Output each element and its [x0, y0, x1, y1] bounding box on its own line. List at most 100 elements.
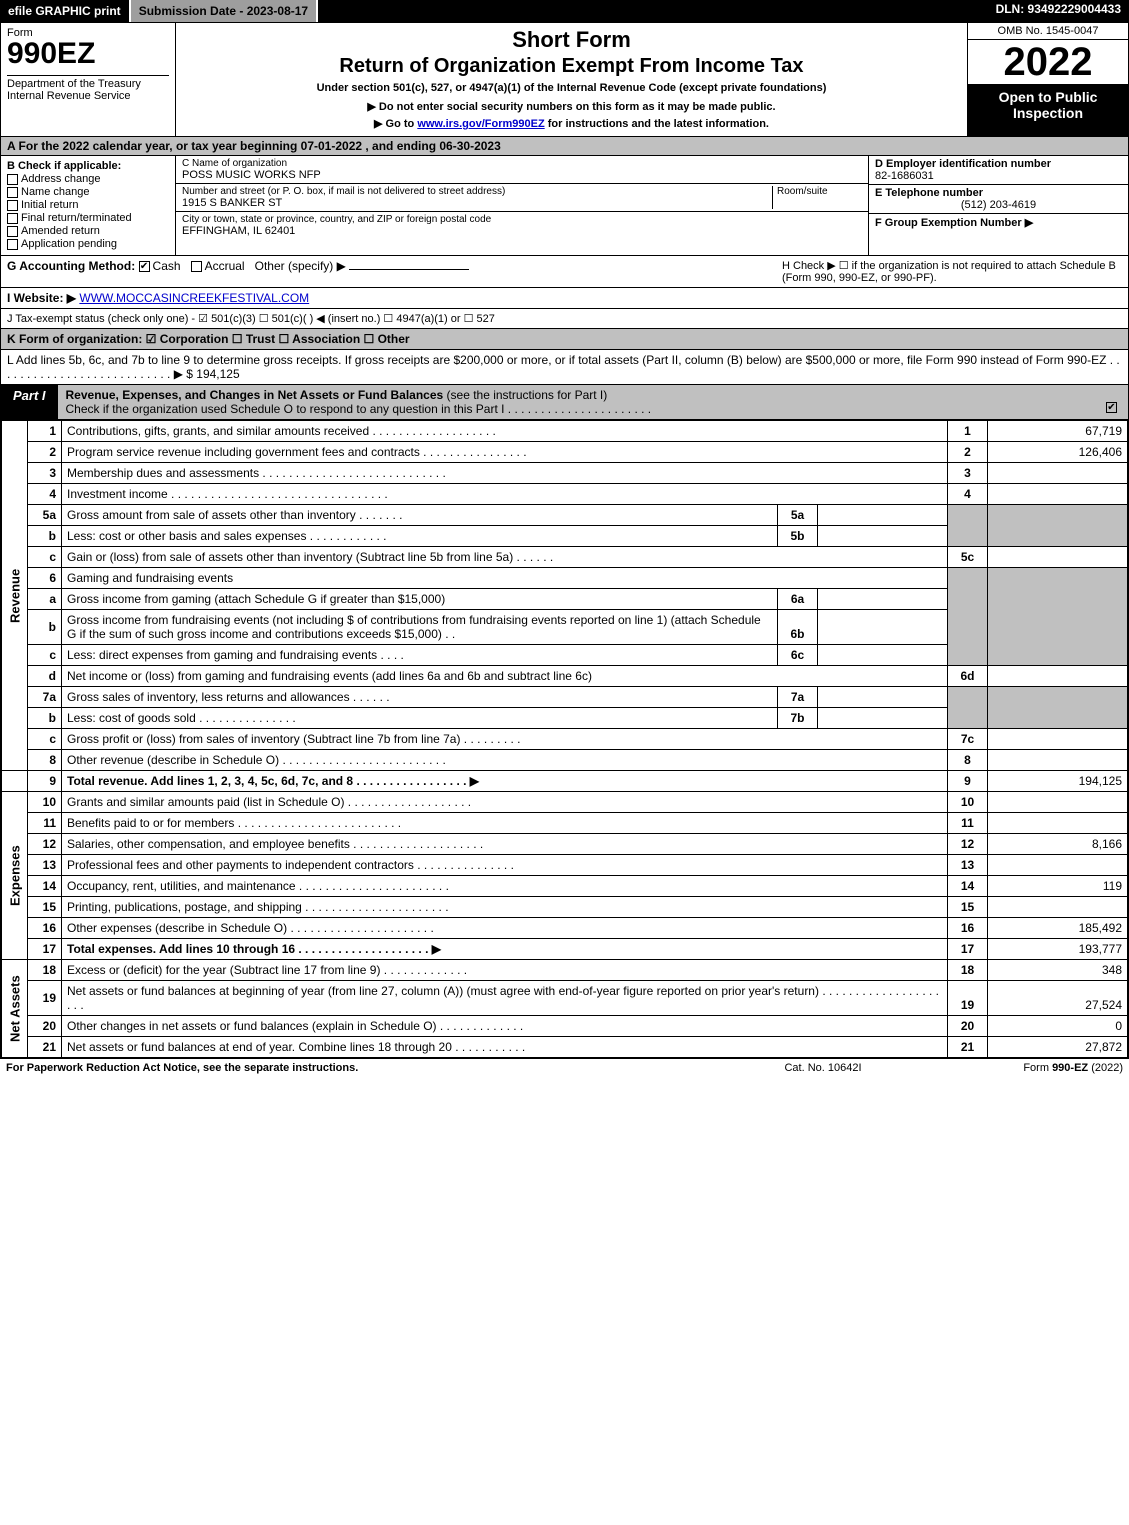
desc-17: Total expenses. Add lines 10 through 16 … — [62, 939, 948, 960]
subv-6b — [818, 610, 948, 645]
part1-tag: Part I — [1, 385, 58, 419]
form-number: 990EZ — [7, 39, 169, 69]
opt-name-change[interactable]: Name change — [7, 186, 169, 198]
desc-4: Investment income . . . . . . . . . . . … — [62, 484, 948, 505]
ln-9: 9 — [28, 771, 62, 792]
ln-2: 2 — [28, 442, 62, 463]
footer-left: For Paperwork Reduction Act Notice, see … — [6, 1062, 723, 1074]
amt-19: 27,524 — [988, 981, 1128, 1016]
num-20: 20 — [948, 1016, 988, 1037]
section-bcdef: B Check if applicable: Address change Na… — [1, 156, 1128, 256]
num-12: 12 — [948, 834, 988, 855]
irs-link[interactable]: www.irs.gov/Form990EZ — [417, 118, 544, 130]
desc-14: Occupancy, rent, utilities, and maintena… — [62, 876, 948, 897]
desc-1: Contributions, gifts, grants, and simila… — [62, 421, 948, 442]
g-accrual: Accrual — [205, 259, 245, 273]
subtitle-goto: ▶ Go to www.irs.gov/Form990EZ for instru… — [184, 117, 959, 130]
g-cash: Cash — [153, 259, 181, 273]
city-value: EFFINGHAM, IL 62401 — [182, 225, 862, 237]
amt-5c — [988, 547, 1128, 568]
opt-amended-return[interactable]: Amended return — [7, 225, 169, 237]
num-6d: 6d — [948, 666, 988, 687]
website-value[interactable]: WWW.MOCCASINCREEKFESTIVAL.COM — [79, 291, 309, 305]
opt-application-pending[interactable]: Application pending — [7, 238, 169, 250]
gray-6 — [948, 568, 988, 666]
desc-7a: Gross sales of inventory, less returns a… — [62, 687, 778, 708]
desc-7c: Gross profit or (loss) from sales of inv… — [62, 729, 948, 750]
ln-7c: c — [28, 729, 62, 750]
desc-7b: Less: cost of goods sold . . . . . . . .… — [62, 708, 778, 729]
num-8: 8 — [948, 750, 988, 771]
line-g-h: G Accounting Method: Cash Accrual Other … — [1, 256, 1128, 288]
ln-10: 10 — [28, 792, 62, 813]
num-16: 16 — [948, 918, 988, 939]
opt-address-change[interactable]: Address change — [7, 173, 169, 185]
line-l-val: 194,125 — [196, 367, 239, 381]
ln-21: 21 — [28, 1037, 62, 1058]
amt-11 — [988, 813, 1128, 834]
c-name-row: C Name of organization POSS MUSIC WORKS … — [176, 156, 868, 184]
page-footer: For Paperwork Reduction Act Notice, see … — [0, 1059, 1129, 1077]
desc-9: Total revenue. Add lines 1, 2, 3, 4, 5c,… — [62, 771, 948, 792]
part1-table: Revenue 1 Contributions, gifts, grants, … — [1, 420, 1128, 1058]
netassets-side-label: Net Assets — [2, 960, 28, 1058]
line-j: J Tax-exempt status (check only one) - ☑… — [1, 309, 1128, 329]
sub-6a: 6a — [778, 589, 818, 610]
amt-20: 0 — [988, 1016, 1128, 1037]
c-city-row: City or town, state or province, country… — [176, 212, 868, 239]
opt-final-return[interactable]: Final return/terminated — [7, 212, 169, 224]
num-9: 9 — [948, 771, 988, 792]
footer-right: Form 990-EZ (2022) — [923, 1062, 1123, 1074]
efile-print-label[interactable]: efile GRAPHIC print — [0, 0, 131, 22]
ln-6a: a — [28, 589, 62, 610]
ln-16: 16 — [28, 918, 62, 939]
num-1: 1 — [948, 421, 988, 442]
amt-17: 193,777 — [988, 939, 1128, 960]
sub-7a: 7a — [778, 687, 818, 708]
room-suite-label: Room/suite — [772, 186, 862, 209]
line-i: I Website: ▶ WWW.MOCCASINCREEKFESTIVAL.C… — [1, 288, 1128, 309]
desc-16: Other expenses (describe in Schedule O) … — [62, 918, 948, 939]
amt-18: 348 — [988, 960, 1128, 981]
g-cash-check[interactable] — [139, 261, 150, 272]
subv-5b — [818, 526, 948, 547]
gray-amt-7 — [988, 687, 1128, 729]
return-title: Return of Organization Exempt From Incom… — [184, 55, 959, 78]
desc-6d: Net income or (loss) from gaming and fun… — [62, 666, 948, 687]
ln-3: 3 — [28, 463, 62, 484]
desc-3: Membership dues and assessments . . . . … — [62, 463, 948, 484]
g-accrual-check[interactable] — [191, 261, 202, 272]
street-value: 1915 S BANKER ST — [182, 197, 772, 209]
num-19: 19 — [948, 981, 988, 1016]
line-a: A For the 2022 calendar year, or tax yea… — [1, 137, 1128, 156]
amt-21: 27,872 — [988, 1037, 1128, 1058]
ln-14: 14 — [28, 876, 62, 897]
sub-5a: 5a — [778, 505, 818, 526]
ln-5a: 5a — [28, 505, 62, 526]
line-l-text: L Add lines 5b, 6c, and 7b to line 9 to … — [7, 353, 1120, 381]
omb-number: OMB No. 1545-0047 — [968, 23, 1128, 40]
part1-title: Revenue, Expenses, and Changes in Net As… — [58, 385, 1128, 419]
part1-title-bold: Revenue, Expenses, and Changes in Net As… — [66, 388, 444, 402]
box-e: E Telephone number (512) 203-4619 — [869, 185, 1128, 214]
dept-label: Department of the Treasury Internal Reve… — [7, 75, 169, 102]
subv-6a — [818, 589, 948, 610]
g-label: G Accounting Method: — [7, 259, 135, 273]
line-h: H Check ▶ ☐ if the organization is not r… — [782, 259, 1122, 284]
box-d: D Employer identification number 82-1686… — [869, 156, 1128, 185]
ln-19: 19 — [28, 981, 62, 1016]
opt-initial-return[interactable]: Initial return — [7, 199, 169, 211]
desc-2: Program service revenue including govern… — [62, 442, 948, 463]
num-15: 15 — [948, 897, 988, 918]
amt-3 — [988, 463, 1128, 484]
topbar-spacer — [318, 0, 987, 22]
form-header: Form 990EZ Department of the Treasury In… — [1, 23, 1128, 137]
ln-8: 8 — [28, 750, 62, 771]
header-left: Form 990EZ Department of the Treasury In… — [1, 23, 176, 136]
desc-15: Printing, publications, postage, and shi… — [62, 897, 948, 918]
ln-5c: c — [28, 547, 62, 568]
part1-schedule-o-check[interactable] — [1106, 402, 1117, 413]
header-right: OMB No. 1545-0047 2022 Open to Public In… — [968, 23, 1128, 136]
subv-6c — [818, 645, 948, 666]
short-form-title: Short Form — [184, 27, 959, 53]
